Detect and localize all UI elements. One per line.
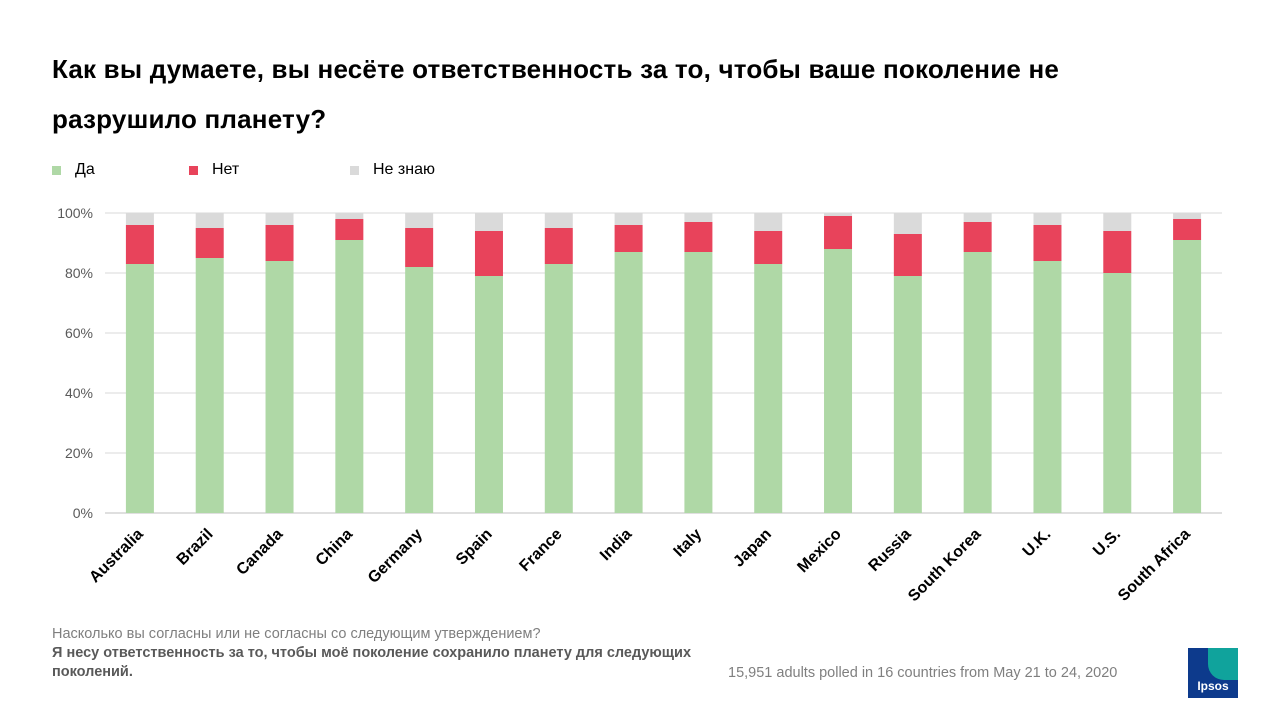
bar-segment-no [1033, 225, 1062, 261]
bar-segment-dont-know [893, 213, 922, 234]
bar-segment-dont-know [544, 213, 573, 228]
footnote: Насколько вы согласны или не согласны со… [52, 625, 692, 682]
x-category-label: Spain [453, 526, 496, 569]
y-tick-label: 80% [65, 265, 93, 281]
x-category-label: Australia [86, 526, 147, 587]
legend-label-dont-know: Не знаю [373, 161, 435, 178]
bar-segment-no [1173, 219, 1202, 240]
bar-segment-no [195, 228, 224, 258]
bar-segment-yes [1103, 273, 1132, 513]
y-tick-label: 20% [65, 445, 93, 461]
bar-segment-yes [1033, 261, 1062, 513]
chart-title-line-2: разрушило планету? [52, 104, 327, 134]
bar-segment-yes [754, 264, 783, 513]
bar-segment-yes [335, 240, 364, 513]
legend-swatch-dont-know [350, 165, 359, 175]
logo-text: Ipsos [1197, 679, 1229, 693]
legend-label-no: Нет [212, 161, 240, 178]
bar-segment-yes [195, 258, 224, 513]
bar-segment-no [893, 234, 922, 276]
bar-segment-yes [125, 264, 154, 513]
bar-segment-yes [893, 276, 922, 513]
bar-segment-yes [544, 264, 573, 513]
x-category-label: France [516, 526, 565, 575]
x-category-label: Brazil [174, 526, 217, 569]
bar-segment-no [335, 219, 364, 240]
stacked-bar-chart: 0% 20% 40% 60% 80% 100% Australia Brazil Canada C… [57, 205, 1222, 605]
x-category-label: South Korea [905, 526, 984, 605]
bar-segment-yes [614, 252, 643, 513]
chart-title: Как вы думаете, вы несёте ответственност… [52, 44, 1232, 144]
bar-segment-no [405, 228, 434, 267]
bar-segment-dont-know [1033, 213, 1062, 225]
bar-segment-dont-know [335, 213, 364, 219]
bar-segment-no [963, 222, 992, 252]
bar-segment-no [684, 222, 713, 252]
bar-segment-dont-know [963, 213, 992, 222]
bar-segment-no [754, 231, 783, 264]
bar-segment-dont-know [195, 213, 224, 228]
bar-segment-no [265, 225, 294, 261]
legend-swatch-no [189, 165, 198, 175]
legend-item-no: Нет [189, 161, 239, 179]
bar-segment-dont-know [1173, 213, 1202, 219]
legend-swatch-yes [52, 165, 61, 175]
footnote-question: Насколько вы согласны или не согласны со… [52, 626, 541, 642]
x-category-label: India [597, 526, 635, 564]
y-tick-label: 100% [57, 205, 93, 221]
x-category-label: Mexico [794, 526, 845, 577]
bar-segment-dont-know [405, 213, 434, 228]
chart-title-line-1: Как вы думаете, вы несёте ответственност… [52, 54, 1060, 84]
x-category-label: Italy [671, 526, 706, 561]
logo-mark-icon [1208, 648, 1238, 680]
bar-segment-no [474, 231, 503, 276]
bar-segment-dont-know [125, 213, 154, 225]
x-category-label: U.K. [1020, 526, 1055, 561]
bar-segment-no [614, 225, 643, 252]
bar-segment-dont-know [265, 213, 294, 225]
x-category-label: U.S. [1090, 526, 1124, 560]
x-category-label: Canada [233, 526, 286, 579]
x-category-label: Japan [730, 526, 775, 571]
bar-segment-no [824, 216, 853, 249]
footnote-statement: Я несу ответственность за то, чтобы моё … [52, 645, 692, 680]
bar-segment-yes [824, 249, 853, 513]
ipsos-logo: Ipsos [1188, 648, 1238, 698]
bar-segment-yes [684, 252, 713, 513]
bar-segment-yes [474, 276, 503, 513]
x-category-label: South Africa [1115, 526, 1194, 605]
legend-item-dont-know: Не знаю [350, 161, 435, 179]
bar-segment-no [125, 225, 154, 264]
y-tick-label: 40% [65, 385, 93, 401]
x-category-label: Russia [866, 526, 915, 575]
bar-segment-dont-know [824, 213, 853, 216]
legend-label-yes: Да [75, 161, 95, 178]
bar-segment-yes [405, 267, 434, 513]
x-category-label: China [313, 526, 357, 570]
bar-segment-no [1103, 231, 1132, 273]
bar-segment-yes [265, 261, 294, 513]
y-tick-label: 60% [65, 325, 93, 341]
bar-segment-dont-know [474, 213, 503, 231]
x-category-label: Germany [365, 526, 426, 587]
bar-segment-yes [1173, 240, 1202, 513]
bar-segment-dont-know [754, 213, 783, 231]
bar-segment-dont-know [1103, 213, 1132, 231]
bar-segment-dont-know [614, 213, 643, 225]
y-tick-label: 0% [73, 505, 93, 521]
bar-segment-dont-know [684, 213, 713, 222]
bar-segment-yes [963, 252, 992, 513]
bar-segment-no [544, 228, 573, 264]
legend-item-yes: Да [52, 161, 95, 179]
source-note: 15,951 adults polled in 16 countries fro… [728, 665, 1118, 681]
legend: Да Нет Не знаю [0, 161, 600, 183]
